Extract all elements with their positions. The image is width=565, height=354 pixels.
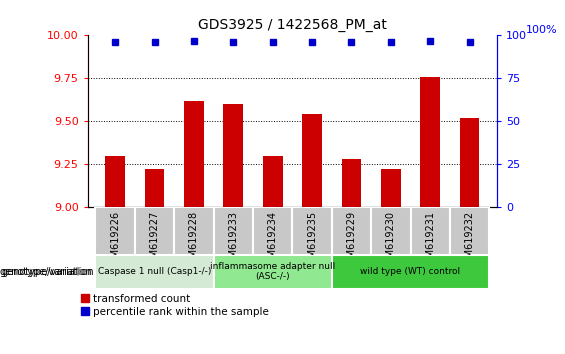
Text: inflammasome adapter null
(ASC-/-): inflammasome adapter null (ASC-/-) <box>210 262 335 281</box>
Bar <box>224 104 243 207</box>
Text: GSM619227: GSM619227 <box>150 211 159 270</box>
Bar <box>214 255 332 289</box>
Legend: transformed count, percentile rank within the sample: transformed count, percentile rank withi… <box>81 294 269 317</box>
Bar <box>411 207 450 255</box>
Bar <box>174 207 214 255</box>
Bar <box>460 118 480 207</box>
Bar <box>332 255 489 289</box>
Bar <box>450 207 489 255</box>
Bar <box>371 207 411 255</box>
Bar <box>332 207 371 255</box>
Bar <box>214 207 253 255</box>
Bar <box>135 207 174 255</box>
Bar <box>95 255 214 289</box>
Bar <box>263 155 282 207</box>
Text: GSM619231: GSM619231 <box>425 211 435 270</box>
Bar <box>293 207 332 255</box>
Bar <box>381 169 401 207</box>
Text: genotype/variation: genotype/variation <box>2 267 94 277</box>
Bar <box>302 114 322 207</box>
Text: wild type (WT) control: wild type (WT) control <box>360 267 460 276</box>
Bar <box>184 101 204 207</box>
Text: GSM619233: GSM619233 <box>228 211 238 270</box>
Text: GSM619228: GSM619228 <box>189 211 199 270</box>
Text: GSM619229: GSM619229 <box>346 211 357 270</box>
Text: GSM619235: GSM619235 <box>307 211 317 270</box>
Text: genotype/variation: genotype/variation <box>0 267 93 277</box>
Bar <box>95 207 135 255</box>
Text: GSM619234: GSM619234 <box>268 211 277 270</box>
Bar <box>253 207 293 255</box>
Bar <box>342 159 361 207</box>
Bar <box>145 169 164 207</box>
Bar <box>105 155 125 207</box>
Text: GSM619232: GSM619232 <box>464 211 475 270</box>
Text: GSM619230: GSM619230 <box>386 211 396 270</box>
Text: 100%: 100% <box>526 25 558 35</box>
Title: GDS3925 / 1422568_PM_at: GDS3925 / 1422568_PM_at <box>198 18 387 32</box>
Text: GSM619226: GSM619226 <box>110 211 120 270</box>
Text: Caspase 1 null (Casp1-/-): Caspase 1 null (Casp1-/-) <box>98 267 211 276</box>
Bar <box>420 76 440 207</box>
